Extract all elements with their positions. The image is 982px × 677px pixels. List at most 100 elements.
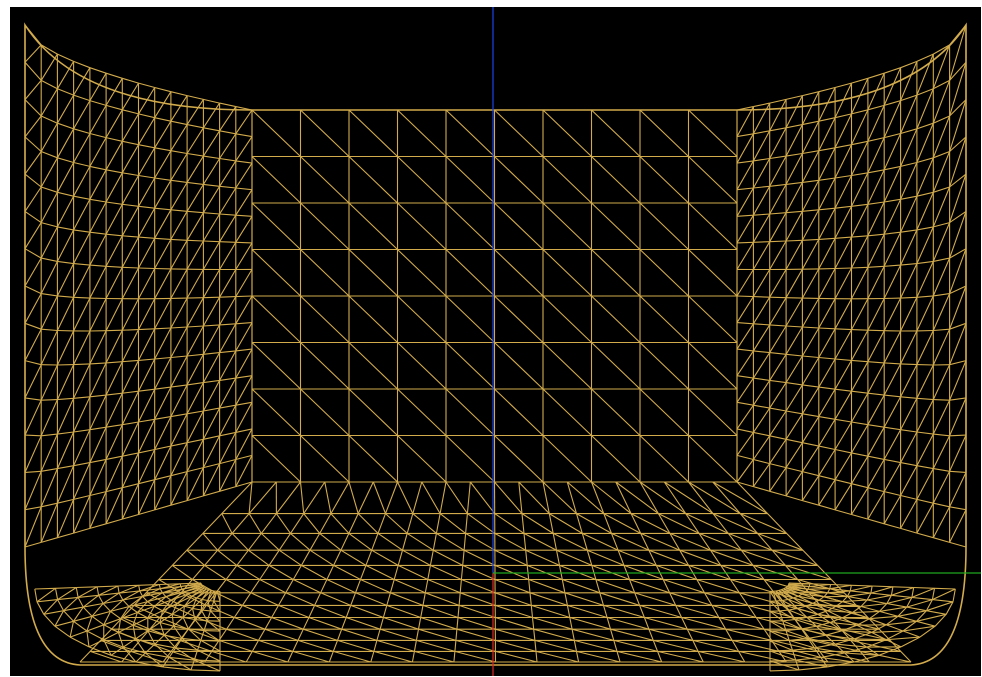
- mesh-edge: [789, 610, 795, 620]
- mesh-edge: [753, 186, 769, 188]
- mesh-edge: [887, 604, 907, 608]
- mesh-edge: [460, 580, 461, 593]
- mesh-edge: [835, 114, 851, 148]
- mesh-edge: [693, 640, 739, 651]
- mesh-edge: [950, 435, 966, 471]
- mesh-edge: [171, 414, 187, 417]
- mesh-edge: [90, 266, 106, 298]
- mesh-edge: [819, 148, 835, 151]
- mesh-edge: [884, 101, 900, 138]
- wireframe-canvas[interactable]: [10, 7, 981, 676]
- mesh-edge: [236, 429, 252, 460]
- mesh-edge: [122, 299, 138, 330]
- mesh-edge: [868, 330, 884, 331]
- mesh-edge: [884, 427, 900, 430]
- mesh-edge: [852, 236, 868, 237]
- mesh-edge: [794, 618, 841, 630]
- mesh-edge: [139, 329, 155, 361]
- mesh-edge: [850, 586, 872, 591]
- mesh-edge: [737, 402, 753, 405]
- mesh-edge: [802, 446, 818, 472]
- mesh-edge: [884, 492, 900, 496]
- mesh-edge: [868, 266, 884, 298]
- mesh-edge: [25, 294, 41, 324]
- mesh-edge: [649, 629, 693, 640]
- mesh-edge: [37, 600, 58, 602]
- mesh-edge: [788, 599, 806, 606]
- mesh-edge: [351, 593, 356, 606]
- mesh-edge: [148, 602, 155, 607]
- mesh-edge: [80, 651, 90, 662]
- mesh-edge: [770, 631, 789, 640]
- mesh-edge: [249, 514, 261, 534]
- mesh-edge: [853, 607, 861, 613]
- mesh-edge: [871, 587, 893, 593]
- mesh-edge: [847, 591, 850, 597]
- mesh-edge: [780, 611, 796, 620]
- mesh-edge: [950, 249, 966, 258]
- mesh-edge: [819, 450, 835, 476]
- mesh-edge: [463, 565, 495, 579]
- mesh-edge: [649, 550, 689, 565]
- 3d-viewport[interactable]: [10, 7, 981, 676]
- mesh-edge: [185, 592, 188, 594]
- mesh-edge: [74, 163, 90, 167]
- mesh-edge: [816, 626, 842, 631]
- mesh-edge: [90, 101, 106, 106]
- mesh-edge: [227, 629, 259, 640]
- mesh-edge: [301, 565, 327, 579]
- mesh-edge: [188, 594, 192, 596]
- mesh-edge: [711, 550, 721, 565]
- mesh-edge: [676, 605, 719, 617]
- mesh-edge: [689, 436, 738, 483]
- mesh-edge: [41, 400, 57, 436]
- mesh-edge: [74, 364, 90, 398]
- mesh-edge: [901, 129, 917, 167]
- mesh-edge: [123, 605, 135, 617]
- mesh-edge: [553, 533, 556, 550]
- mesh-edge: [203, 131, 219, 156]
- mesh-edge: [719, 618, 764, 630]
- mesh-edge: [159, 585, 160, 589]
- mesh-edge: [380, 629, 416, 640]
- mesh-edge: [222, 514, 232, 534]
- mesh-edge: [617, 651, 662, 662]
- mesh-edge: [159, 584, 180, 585]
- mesh-edge: [770, 436, 786, 440]
- mesh-edge: [705, 593, 712, 606]
- mesh-edge: [852, 173, 868, 176]
- mesh-edge: [320, 514, 331, 534]
- mesh-edge: [380, 618, 383, 630]
- mesh-edge: [770, 213, 786, 242]
- mesh-edge: [670, 593, 676, 606]
- mesh-edge: [139, 206, 155, 208]
- mesh-edge: [194, 660, 220, 661]
- mesh-edge: [383, 605, 386, 617]
- mesh-edge: [644, 618, 649, 630]
- mesh-edge: [155, 387, 171, 419]
- mesh-edge: [901, 397, 917, 399]
- mesh-edge: [269, 565, 293, 579]
- mesh-edge: [737, 242, 753, 243]
- mesh-edge: [641, 533, 680, 550]
- mesh-edge: [430, 550, 433, 565]
- mesh-edge: [394, 565, 398, 579]
- mesh-edge: [212, 640, 219, 651]
- mesh-edge: [753, 464, 769, 487]
- mesh-edge: [917, 192, 933, 196]
- mesh-edge: [635, 593, 640, 606]
- mesh-edge: [796, 657, 821, 660]
- mesh-edge: [753, 103, 769, 107]
- mesh-edge: [155, 417, 171, 450]
- mesh-edge: [203, 186, 219, 212]
- mesh-edge: [786, 298, 802, 326]
- mesh-edge: [614, 640, 617, 651]
- mesh-edge: [670, 593, 712, 606]
- mesh-edge: [786, 96, 802, 100]
- mesh-edge: [154, 597, 166, 607]
- mesh-edge: [188, 587, 203, 594]
- mesh-edge: [236, 376, 252, 406]
- mesh-edge: [203, 156, 219, 158]
- mesh-edge: [819, 505, 835, 510]
- mesh-edge: [440, 482, 446, 514]
